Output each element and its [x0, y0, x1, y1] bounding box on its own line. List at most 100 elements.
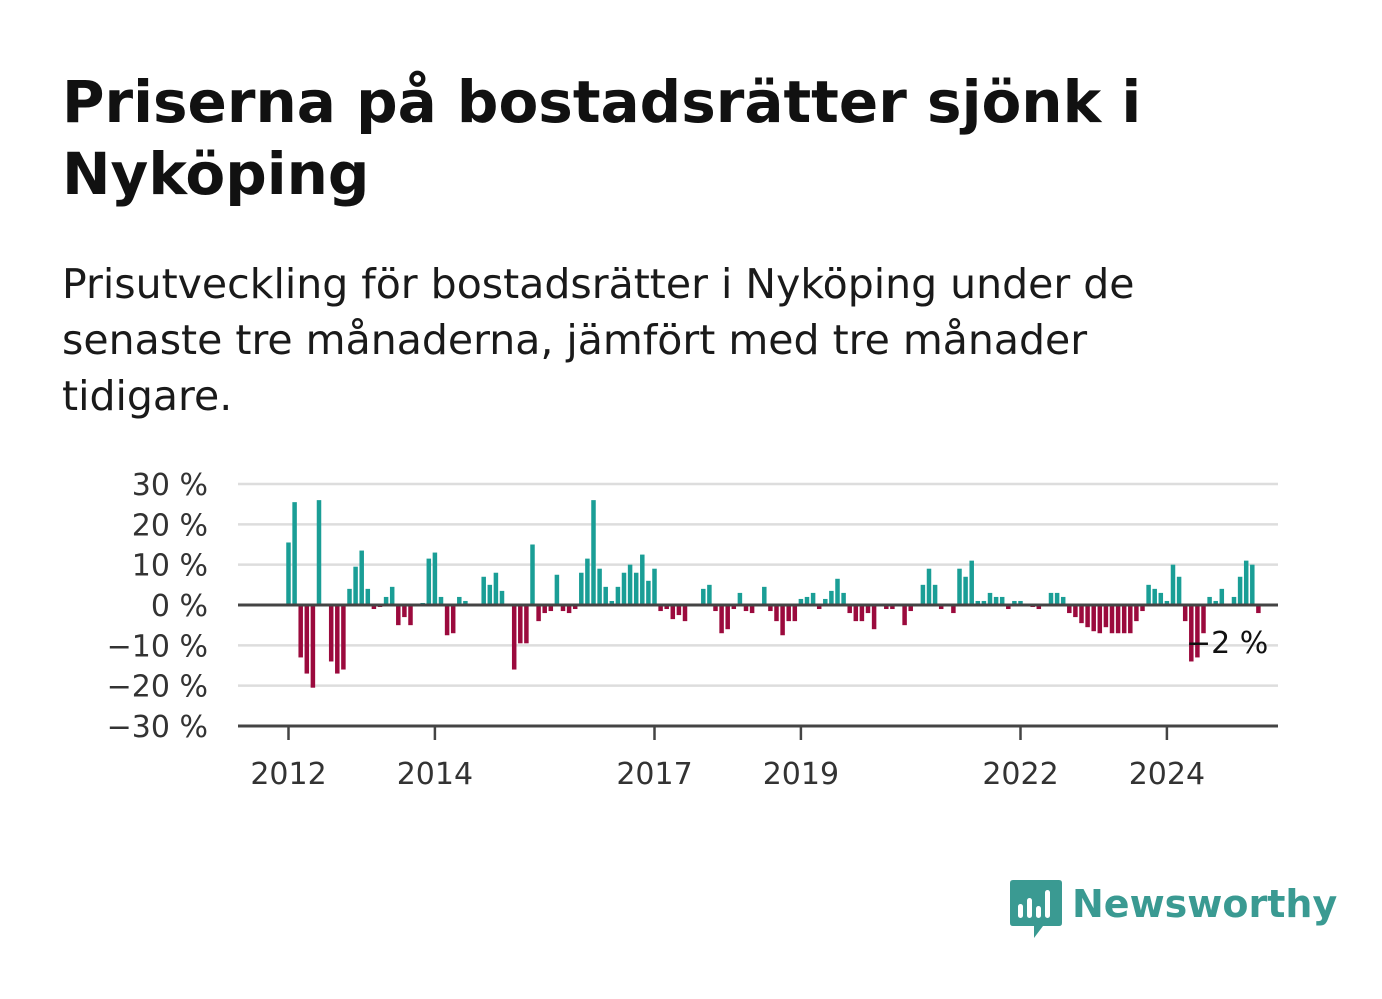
bar: [530, 544, 535, 605]
x-tick-label: 2019: [763, 757, 839, 792]
bar: [737, 592, 743, 605]
bar: [304, 605, 310, 674]
bar: [542, 605, 547, 614]
bar: [823, 598, 828, 605]
bar: [1079, 605, 1084, 624]
bar: [597, 568, 602, 605]
x-tick-label: 2024: [1129, 757, 1205, 792]
bar: [292, 502, 297, 605]
bar: [719, 605, 724, 634]
bar: [963, 576, 968, 605]
bar: [749, 605, 755, 614]
bar: [1213, 600, 1218, 605]
bar: [847, 605, 852, 614]
bar: [1152, 588, 1157, 605]
bar: [743, 605, 749, 612]
bar: [792, 605, 798, 622]
bar: [1207, 596, 1212, 605]
chart-subtitle: Prisutveckling för bostadsrätter i Nyköp…: [62, 260, 1135, 420]
bar: [603, 586, 608, 605]
x-tick-label: 2014: [397, 757, 473, 792]
bar: [871, 605, 877, 630]
bar: [810, 592, 816, 605]
bar: [1201, 605, 1206, 634]
bar: [359, 550, 364, 605]
bar: [640, 554, 645, 605]
bar: [487, 584, 493, 605]
bar: [444, 605, 450, 636]
bar: [353, 566, 358, 605]
bar: [664, 605, 669, 610]
bar: [670, 605, 676, 620]
bar: [536, 605, 541, 622]
x-tick-label: 2012: [250, 757, 326, 792]
bar: [627, 564, 633, 605]
bar: [1170, 564, 1176, 605]
bar: [798, 598, 804, 605]
y-tick-label: −10 %: [107, 629, 208, 664]
bar: [408, 605, 413, 626]
bar: [646, 580, 651, 605]
bar: [560, 605, 566, 612]
bar: [969, 560, 974, 605]
bar: [432, 552, 438, 605]
bar: [1195, 605, 1200, 658]
bar: [518, 605, 523, 644]
chart-title: Priserna på bostadsrätter sjönk i Nyköpi…: [62, 68, 1142, 208]
bar: [999, 596, 1005, 605]
bar: [1018, 600, 1023, 605]
bar: [548, 605, 554, 612]
bar: [1140, 605, 1145, 612]
y-tick-label: 10 %: [132, 549, 208, 584]
bar: [1128, 605, 1133, 634]
bar: [908, 605, 913, 612]
newsworthy-logo: Newsworthy: [1010, 880, 1337, 940]
bar: [884, 605, 889, 610]
bar: [1036, 605, 1042, 610]
bar: [1146, 584, 1151, 605]
bar: [615, 586, 621, 605]
bar: [1164, 600, 1170, 605]
bar: [524, 605, 529, 644]
bar: [457, 596, 462, 605]
x-tick-label: 2022: [982, 757, 1058, 792]
bar: [957, 568, 962, 605]
bar: [725, 605, 730, 630]
bar: [1012, 600, 1017, 605]
bar: [438, 596, 444, 605]
bar: [383, 596, 389, 605]
bar: [853, 605, 859, 622]
bar: [1182, 605, 1188, 622]
bar: [396, 605, 401, 626]
bar: [932, 584, 938, 605]
bar: [572, 605, 578, 610]
bar: [1109, 605, 1115, 634]
bar: [993, 596, 999, 605]
bar: [609, 600, 615, 605]
bar: [511, 605, 517, 670]
bar: [298, 605, 303, 658]
y-tick-label: 30 %: [132, 468, 208, 503]
bar: [1158, 592, 1164, 605]
bar: [1237, 576, 1243, 605]
bar: [347, 588, 352, 605]
bar: [1256, 605, 1261, 614]
bar: [402, 605, 407, 618]
bar: [566, 605, 572, 614]
bar: [902, 605, 907, 626]
y-axis-ticks: 30 % 20 % 10 % 0 % −10 % −20 % −30 %: [107, 468, 208, 745]
bar: [426, 558, 432, 605]
bar: [1231, 596, 1237, 605]
bar: [1097, 605, 1103, 634]
x-tick-label: 2017: [616, 757, 692, 792]
bar: [987, 592, 993, 605]
bar: [286, 542, 291, 605]
brand-name: Newsworthy: [1072, 882, 1338, 926]
bars: [286, 500, 1261, 688]
bar: [554, 574, 560, 605]
bar: [328, 605, 334, 662]
bar: [621, 572, 627, 605]
bar: [938, 605, 944, 610]
bar: [1073, 605, 1078, 618]
